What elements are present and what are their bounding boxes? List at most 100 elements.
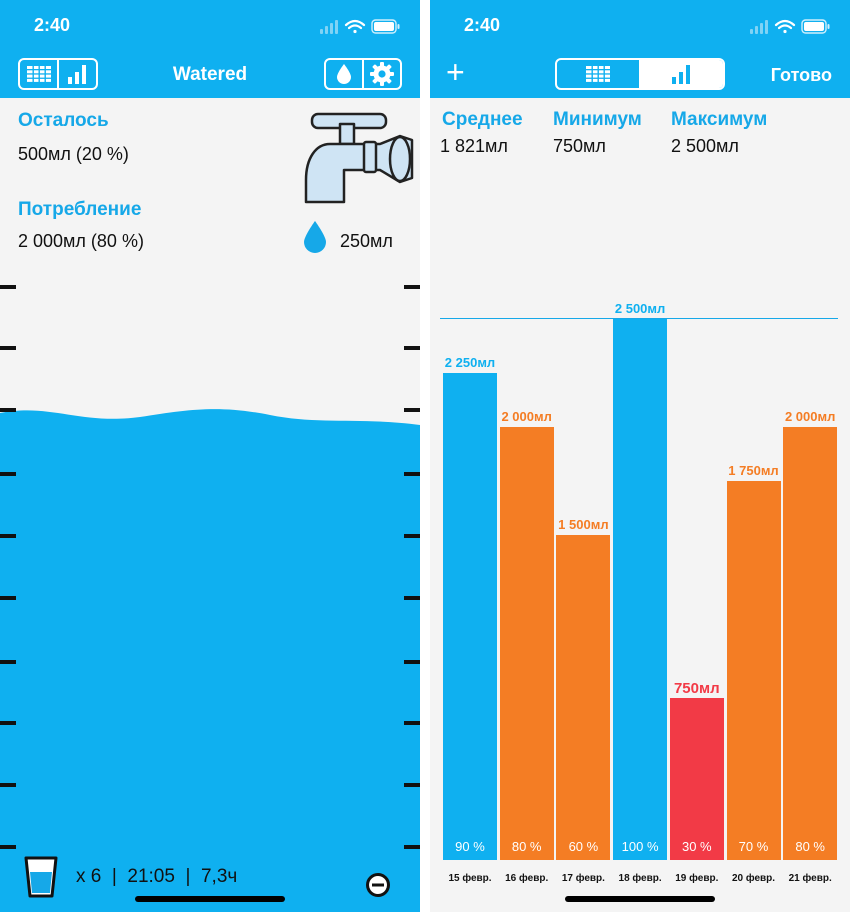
bar-value-label: 750мл: [673, 679, 720, 697]
water-screen: 2:40: [0, 0, 420, 912]
view-switcher: [18, 58, 98, 90]
settings-button[interactable]: [362, 60, 400, 88]
status-bar: 2:40: [0, 0, 420, 50]
drink-summary: x 6 | 21:05 | 7,3ч: [76, 866, 238, 887]
status-icons: [320, 19, 400, 34]
table-view-button[interactable]: [557, 60, 639, 88]
done-button[interactable]: Готово: [770, 65, 832, 85]
bar-date-label: 16 февр.: [505, 873, 549, 884]
stats-screen: 2:40 +: [430, 0, 850, 912]
scale-tick: [404, 534, 420, 538]
battery-icon: [371, 19, 400, 34]
scale-tick: [404, 721, 420, 725]
bar-date-label: 15 февр.: [448, 873, 492, 884]
chart-bar[interactable]: 100 %: [613, 319, 668, 860]
scale-tick: [0, 721, 16, 725]
chart-bar[interactable]: 80 %: [499, 427, 554, 860]
chart-bar[interactable]: 70 %: [726, 481, 781, 860]
bar-date-label: 19 февр.: [675, 873, 719, 884]
add-button[interactable]: +: [446, 54, 465, 90]
scale-tick: [0, 346, 16, 350]
view-switcher: [555, 58, 725, 90]
status-icons: [750, 19, 830, 34]
chart-view-button[interactable]: [57, 60, 96, 88]
minus-circle-icon[interactable]: [366, 873, 390, 897]
bar-chart-icon: [672, 65, 690, 84]
chart-view-button[interactable]: [639, 60, 723, 88]
home-indicator[interactable]: [565, 896, 715, 902]
bar-percent-label: 100 %: [621, 839, 659, 854]
signal-icon: [320, 20, 338, 34]
bar-value-label: 2 250мл: [444, 355, 496, 371]
table-icon: [26, 66, 51, 82]
scale-tick: [404, 346, 420, 350]
bar-date-label: 21 февр.: [788, 873, 832, 884]
status-time: 2:40: [464, 15, 501, 35]
bar-value-label: 1 750мл: [728, 463, 779, 479]
bar-percent-label: 80 %: [511, 839, 542, 854]
scale-tick: [0, 660, 16, 664]
bar-percent-label: 70 %: [738, 839, 769, 854]
scale-tick: [0, 285, 16, 289]
bar-date-label: 17 февр.: [561, 873, 605, 884]
table-icon: [586, 66, 610, 82]
signal-icon: [750, 20, 768, 34]
nav-bar: + Готово: [430, 50, 850, 98]
remaining-value: 500мл (20 %): [18, 144, 129, 164]
drop-icon: [304, 221, 326, 253]
bar-percent-label: 30 %: [681, 839, 712, 854]
scale-tick: [404, 408, 420, 412]
scale-tick: [404, 285, 420, 289]
bar-percent-label: 80 %: [795, 839, 825, 854]
faucet-icon[interactable]: [300, 106, 418, 212]
bar-percent-label: 90 %: [455, 839, 485, 854]
home-indicator[interactable]: [135, 896, 285, 902]
bar-value-label: 2 500мл: [614, 301, 666, 316]
bar-chart-icon: [67, 65, 86, 84]
water-level: [0, 409, 420, 912]
scale-tick: [0, 408, 16, 412]
consumption-value: 2 000мл (80 %): [18, 231, 144, 251]
app-title: Watered: [172, 64, 248, 85]
drink-settings-button[interactable]: [326, 60, 362, 88]
scale-tick: [404, 660, 420, 664]
status-bar: 2:40: [430, 0, 850, 50]
stat-minimum-label: Минимум: [553, 109, 642, 130]
stat-maximum-value: 2 500мл: [671, 136, 739, 156]
scale-tick: [404, 596, 420, 600]
scale-tick: [404, 472, 420, 476]
stat-average-value: 1 821мл: [440, 136, 508, 156]
wifi-icon: [774, 19, 796, 34]
scale-tick: [0, 783, 16, 787]
max-reference-line: [440, 318, 838, 319]
table-view-button[interactable]: [20, 60, 57, 88]
nav-bar: Watered: [0, 50, 420, 98]
screen-divider: [420, 0, 430, 912]
scale-tick: [0, 845, 16, 849]
glass-icon[interactable]: [24, 856, 58, 898]
wifi-icon: [344, 19, 366, 34]
scale-tick: [404, 783, 420, 787]
battery-icon: [801, 19, 830, 34]
stat-maximum-label: Максимум: [671, 109, 768, 130]
drop-icon: [337, 64, 351, 84]
chart-bar[interactable]: 30 %: [669, 697, 724, 860]
scale-tick: [0, 472, 16, 476]
portion-value: 250мл: [340, 231, 393, 251]
actions-group: [324, 58, 402, 90]
bar-date-label: 18 февр.: [618, 873, 662, 884]
scale-tick: [404, 845, 420, 849]
bar-value-label: 2 000мл: [784, 409, 836, 425]
stat-minimum-value: 750мл: [553, 136, 606, 156]
bar-percent-label: 60 %: [568, 839, 599, 854]
chart-bar[interactable]: 60 %: [556, 535, 611, 860]
chart-bar[interactable]: 90 %: [443, 373, 497, 860]
stat-average-label: Среднее: [442, 109, 523, 130]
bar-value-label: 2 000мл: [501, 409, 552, 425]
status-time: 2:40: [34, 15, 71, 35]
consumption-label: Потребление: [18, 199, 142, 220]
gear-icon: [370, 62, 394, 86]
scale-tick: [0, 596, 16, 600]
scale-tick: [0, 534, 16, 538]
chart-bar[interactable]: 80 %: [783, 427, 838, 860]
